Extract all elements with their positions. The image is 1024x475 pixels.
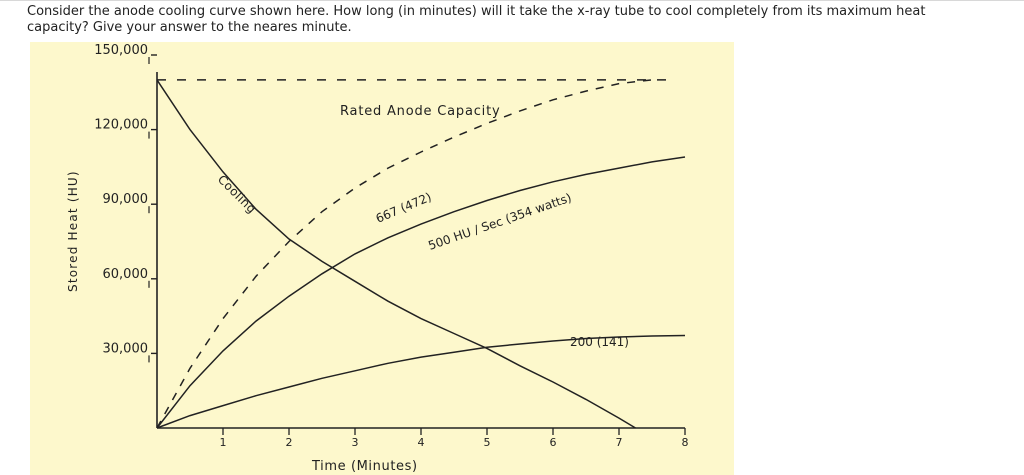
x-tick-label: 4 bbox=[418, 436, 425, 449]
y-tick-label: 30,000 bbox=[103, 341, 149, 356]
curve-cooling bbox=[156, 79, 636, 429]
x-tick-label: 7 bbox=[616, 436, 623, 449]
question-line-1: Consider the anode cooling curve shown h… bbox=[27, 4, 926, 19]
top-divider bbox=[0, 0, 1024, 1]
x-tick-label: 8 bbox=[682, 436, 689, 449]
curves bbox=[156, 79, 686, 429]
x-tick-label: 5 bbox=[484, 436, 491, 449]
question-text: Consider the anode cooling curve shown h… bbox=[27, 4, 987, 36]
series-667-label: 667 (472) bbox=[374, 190, 434, 226]
y-tick-label: 150,000 bbox=[94, 43, 148, 58]
y-axis-title: Stored Heat (HU) bbox=[66, 170, 80, 292]
y-tick-label: 60,000 bbox=[103, 267, 149, 282]
cooling-curve-label: Cooling bbox=[215, 172, 259, 216]
curve-s200 bbox=[156, 334, 686, 429]
rated-capacity-label: Rated Anode Capacity bbox=[340, 104, 500, 119]
curve-s667 bbox=[156, 79, 653, 429]
anode-cooling-chart: 30,000 60,000 90,000 120,000 150,000 1 2 3 4 5 6 7 8… bbox=[66, 43, 689, 474]
labels: 30,000 60,000 90,000 120,000 150,000 1 2 3 4 5 6 7 8… bbox=[66, 43, 689, 474]
axes bbox=[148, 54, 686, 435]
y-tick-label: 90,000 bbox=[103, 192, 149, 207]
y-tick-label: 120,000 bbox=[94, 118, 148, 133]
x-tick-label: 2 bbox=[286, 436, 293, 449]
series-500-label: 500 HU / Sec (354 watts) bbox=[426, 191, 573, 253]
x-tick-label: 6 bbox=[550, 436, 557, 449]
question-line-2: capacity? Give your answer to the neares… bbox=[27, 20, 352, 35]
x-tick-label: 3 bbox=[352, 436, 359, 449]
x-tick-label: 1 bbox=[220, 436, 227, 449]
cooling-curve-figure: 30,000 60,000 90,000 120,000 150,000 1 2 3 4 5 6 7 8… bbox=[30, 42, 734, 475]
x-axis-title: Time (Minutes) bbox=[311, 459, 418, 474]
series-200-label: 200 (141) bbox=[570, 335, 629, 349]
curve-s500 bbox=[156, 156, 686, 429]
